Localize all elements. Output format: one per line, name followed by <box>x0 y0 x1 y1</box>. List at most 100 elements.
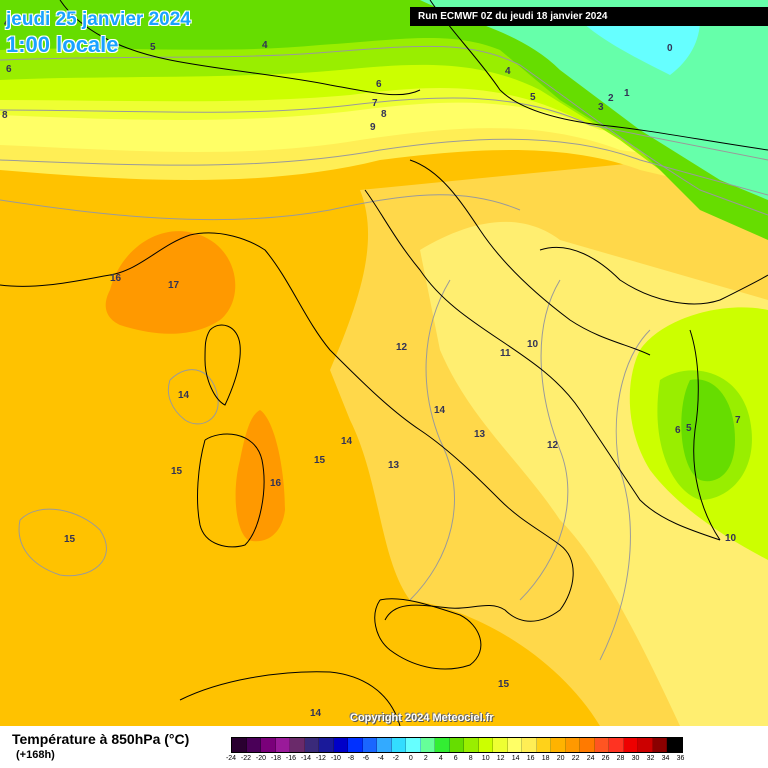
scale-tick-label: 32 <box>646 755 655 762</box>
color-swatch <box>261 738 276 752</box>
contour-label: 4 <box>262 40 268 51</box>
color-swatch <box>435 738 450 752</box>
scale-tick-label: 14 <box>511 755 520 762</box>
contour-label: 9 <box>370 122 376 133</box>
color-swatch <box>522 738 537 752</box>
contour-label: 10 <box>527 339 539 350</box>
contour-label: 2 <box>608 93 614 104</box>
scale-tick-label: -8 <box>347 755 354 762</box>
contour-label: 15 <box>314 455 326 466</box>
balkans-band-0-2 <box>681 379 735 482</box>
color-swatch <box>623 738 638 752</box>
scale-tick-label: -12 <box>315 755 326 762</box>
contour-label: 6 <box>6 64 12 75</box>
contour-label: 14 <box>310 708 322 719</box>
contour-label: 8 <box>381 109 387 120</box>
color-swatch <box>377 738 392 752</box>
color-swatch <box>406 738 421 752</box>
contour-label: 15 <box>64 534 76 545</box>
contour-label: 13 <box>474 429 486 440</box>
scale-tick-label: 10 <box>481 755 490 762</box>
color-swatch <box>275 738 290 752</box>
scale-tick-label: 12 <box>496 755 505 762</box>
scale-tick-label: 30 <box>631 755 640 762</box>
contour-label: 8 <box>2 110 8 121</box>
contour-label: 14 <box>434 405 446 416</box>
color-swatch <box>304 738 319 752</box>
scale-tick-label: 8 <box>468 755 473 762</box>
color-swatch <box>478 738 493 752</box>
scale-tick-label: 4 <box>438 755 443 762</box>
color-scale-bar <box>231 737 683 753</box>
scale-tick-label: -6 <box>362 755 369 762</box>
color-swatch <box>290 738 305 752</box>
scale-tick-label: 16 <box>526 755 535 762</box>
contour-label: 6 <box>376 79 382 90</box>
contour-label: 17 <box>168 280 180 291</box>
copyright-notice: Copyright 2024 Meteociel.fr <box>350 712 494 724</box>
contour-label: 12 <box>547 440 559 451</box>
color-swatch <box>391 738 406 752</box>
contour-label: 4 <box>505 66 511 77</box>
color-swatch <box>333 738 348 752</box>
contour-label: 15 <box>498 679 510 690</box>
color-scale-ticks: -24 -22 -20 -18 -16 -14 -12 -10 -8 -6 -4 -2 0 2 4 6 8 10 1… <box>226 755 701 765</box>
color-swatch <box>246 738 261 752</box>
contour-label: 4 <box>4 18 10 29</box>
scale-tick-label: -18 <box>270 755 281 762</box>
color-swatch <box>348 738 363 752</box>
contour-label: 11 <box>500 348 511 359</box>
contour-label: 10 <box>725 533 737 544</box>
contour-label: 16 <box>110 273 122 284</box>
scale-tick-label: -22 <box>240 755 252 762</box>
contour-label: 5 <box>530 92 536 103</box>
scale-tick-label: -10 <box>330 755 341 762</box>
color-swatch <box>609 738 624 752</box>
color-swatch <box>638 738 653 752</box>
scale-tick-label: 2 <box>423 755 428 762</box>
legend-footer: Température à 850hPa (°C) (+168h) -24 -22… <box>0 726 768 768</box>
contour-label: 16 <box>270 478 282 489</box>
color-swatch <box>449 738 464 752</box>
contour-label: 5 <box>150 42 156 53</box>
color-swatch <box>536 738 551 752</box>
color-swatch <box>580 738 595 752</box>
temperature-850hpa-map: 4 5 4 6 8 6 7 8 9 4 5 3 2 1 0 16 17 14 1… <box>0 0 768 726</box>
scale-tick-label: -20 <box>255 755 267 762</box>
color-swatch <box>232 738 247 752</box>
color-swatch <box>507 738 522 752</box>
scale-tick-label: 0 <box>408 755 413 762</box>
contour-label: 7 <box>372 98 378 109</box>
contour-labels: 4 5 4 6 8 6 7 8 9 4 5 3 2 1 0 16 17 14 1… <box>2 18 741 719</box>
warm-pocket-gulf-of-lion <box>105 231 236 334</box>
contour-label: 0 <box>667 43 673 54</box>
variable-title: Température à 850hPa (°C) <box>12 731 190 747</box>
scale-tick-label: 36 <box>676 755 685 762</box>
contour-label: 1 <box>624 88 630 99</box>
scale-tick-label: -24 <box>225 755 237 762</box>
scale-tick-label: 26 <box>601 755 610 762</box>
contour-label: 12 <box>396 342 408 353</box>
contour-label: 14 <box>178 390 190 401</box>
scale-tick-label: -16 <box>285 755 296 762</box>
forecast-local-time: 1:00 locale <box>6 32 119 57</box>
color-swatch <box>464 738 479 752</box>
scale-tick-label: -14 <box>300 755 311 762</box>
scale-tick-label: 18 <box>541 755 550 762</box>
scale-tick-label: 34 <box>661 755 670 762</box>
contour-label: 7 <box>735 415 741 426</box>
scale-tick-label: 24 <box>586 755 595 762</box>
color-swatch <box>667 738 682 752</box>
color-swatch <box>362 738 377 752</box>
contour-label: 6 <box>675 425 681 436</box>
contour-label: 14 <box>341 436 353 447</box>
color-swatch <box>565 738 580 752</box>
contour-label: 13 <box>388 460 400 471</box>
scale-tick-label: -2 <box>392 755 399 762</box>
color-swatch <box>594 738 609 752</box>
cold-core-cyan <box>580 20 700 75</box>
color-swatch <box>652 738 667 752</box>
scale-tick-label: 22 <box>571 755 580 762</box>
scale-tick-label: -4 <box>377 755 384 762</box>
